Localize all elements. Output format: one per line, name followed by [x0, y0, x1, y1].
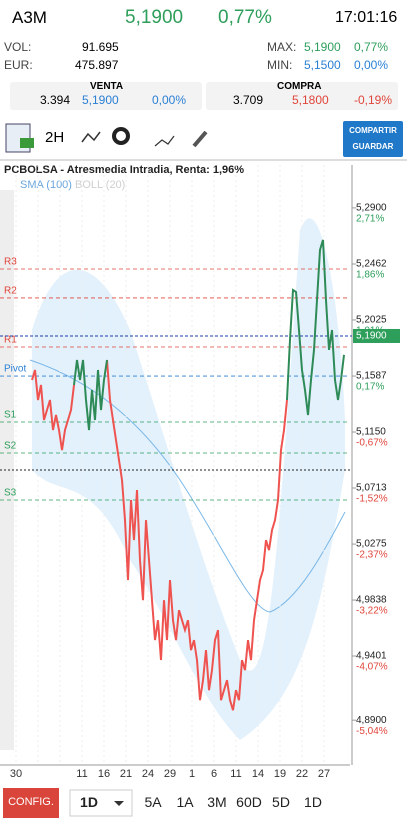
x-tick-label: 24	[142, 768, 154, 780]
y-tick-pct: 0,17%	[356, 382, 384, 393]
value: 5,1800	[292, 93, 329, 107]
x-tick-label: 11	[230, 768, 241, 780]
y-tick-pct: -1,52%	[356, 494, 388, 505]
x-tick-label: 6	[211, 768, 217, 780]
y-tick-label: 5,1150	[356, 427, 386, 438]
level-label: Pivot	[4, 364, 26, 375]
level-label: R2	[4, 286, 17, 297]
x-tick-label: 14	[252, 768, 264, 780]
y-tick-label: 5,0275	[356, 539, 387, 550]
y-tick-label: 5,2900	[356, 203, 387, 214]
value: 0,77%	[354, 40, 389, 54]
config-label[interactable]: CONFIG.	[8, 796, 54, 808]
interval[interactable]: 2H	[45, 129, 65, 146]
value: 3.394	[40, 93, 71, 107]
last-price-tag	[353, 328, 400, 343]
value: -0,19%	[354, 93, 393, 107]
range-button[interactable]: 5D	[272, 794, 290, 810]
value: 475.897	[75, 58, 119, 72]
toolbar	[5, 121, 403, 157]
y-tick-label: 5,2462	[356, 259, 387, 270]
chart: PCBOLSA - Atresmedia Intradia, Renta: 1,…	[0, 159, 407, 780]
range-button[interactable]: 3M	[207, 794, 227, 810]
x-tick-label: 1	[189, 768, 195, 780]
label: MAX:	[267, 40, 297, 54]
value: 0,00%	[152, 93, 187, 107]
y-tick-label: 5,2025	[356, 315, 387, 326]
dropdown-arrow	[114, 801, 124, 806]
level-label: S3	[4, 488, 17, 499]
draw-icon[interactable]	[192, 130, 208, 148]
chart-type-icon[interactable]	[81, 131, 101, 143]
value: 5,1900	[82, 93, 119, 107]
share-button[interactable]	[343, 121, 403, 157]
time: 17:01:16	[335, 9, 398, 26]
bollinger-band	[32, 218, 345, 740]
indicator-label: SMA (100)	[20, 179, 72, 191]
y-tick-pct: -2,37%	[356, 550, 388, 561]
x-tick-label: 11	[76, 768, 87, 780]
level-label: S2	[4, 441, 17, 452]
label: VOL:	[4, 40, 32, 54]
value: 91.695	[82, 40, 119, 54]
x-tick-label: 21	[120, 768, 132, 780]
y-tick-label: 5,0713	[356, 483, 387, 494]
range-button[interactable]: 1D	[304, 794, 322, 810]
y-tick-pct: -3,22%	[356, 606, 388, 617]
indicator-label: BOLL (20)	[75, 179, 125, 191]
y-tick-pct: -4,07%	[356, 662, 388, 673]
value: 3.709	[233, 93, 264, 107]
label: MIN:	[267, 58, 293, 72]
price-line	[73, 239, 345, 431]
indicator-icon[interactable]	[154, 135, 175, 147]
level-label: S1	[4, 410, 17, 421]
volume-profile	[0, 190, 14, 750]
level-label: R3	[4, 257, 17, 268]
ticker: A3M	[12, 8, 47, 27]
price-line	[31, 359, 288, 711]
share-label[interactable]: COMPARTIR	[349, 126, 397, 135]
range-button[interactable]: 1A	[176, 794, 194, 810]
value: 0,00%	[354, 58, 389, 72]
x-tick-label: 29	[164, 768, 176, 780]
y-tick-label: 4,9838	[356, 595, 387, 606]
list-icon-arrow	[20, 138, 34, 148]
save-label[interactable]: GUARDAR	[352, 142, 394, 151]
x-tick-label: 16	[98, 768, 110, 780]
y-tick-label: 4,9401	[356, 651, 387, 662]
price: 5,1900	[125, 7, 184, 28]
y-tick-pct: 1,86%	[356, 270, 384, 281]
label: VENTA	[90, 81, 124, 92]
level-label: R1	[4, 335, 17, 346]
x-tick-label: 27	[318, 768, 330, 780]
y-tick-pct: 2,71%	[356, 214, 384, 225]
range-button[interactable]: 60D	[236, 794, 262, 810]
y-tick-label: 4,8900	[356, 715, 387, 726]
compra-box	[206, 82, 398, 110]
period-label[interactable]: 1D	[80, 794, 98, 810]
value: 5,1500	[304, 58, 341, 72]
config-button[interactable]	[3, 788, 59, 818]
y-tick-label: 5,1587	[356, 371, 387, 382]
y-tick-pct: -0,67%	[356, 438, 388, 449]
value: 5,1900	[304, 40, 341, 54]
settings-icon[interactable]	[112, 127, 130, 145]
x-tick-label: 22	[296, 768, 308, 780]
change: 0,77%	[218, 7, 272, 28]
last-price-label: 5,1900	[356, 331, 387, 342]
label: EUR:	[4, 58, 33, 72]
footer	[3, 788, 133, 818]
venta-box	[10, 82, 202, 110]
x-tick-label: 30	[10, 768, 22, 780]
x-tick-label: 19	[274, 768, 286, 780]
label: COMPRA	[277, 81, 322, 92]
range-button[interactable]: 5A	[144, 794, 162, 810]
sma-line	[29, 359, 346, 613]
chart-title: PCBOLSA - Atresmedia Intradia, Renta: 1,…	[4, 164, 244, 176]
y-tick-pct: -5,04%	[356, 726, 388, 737]
